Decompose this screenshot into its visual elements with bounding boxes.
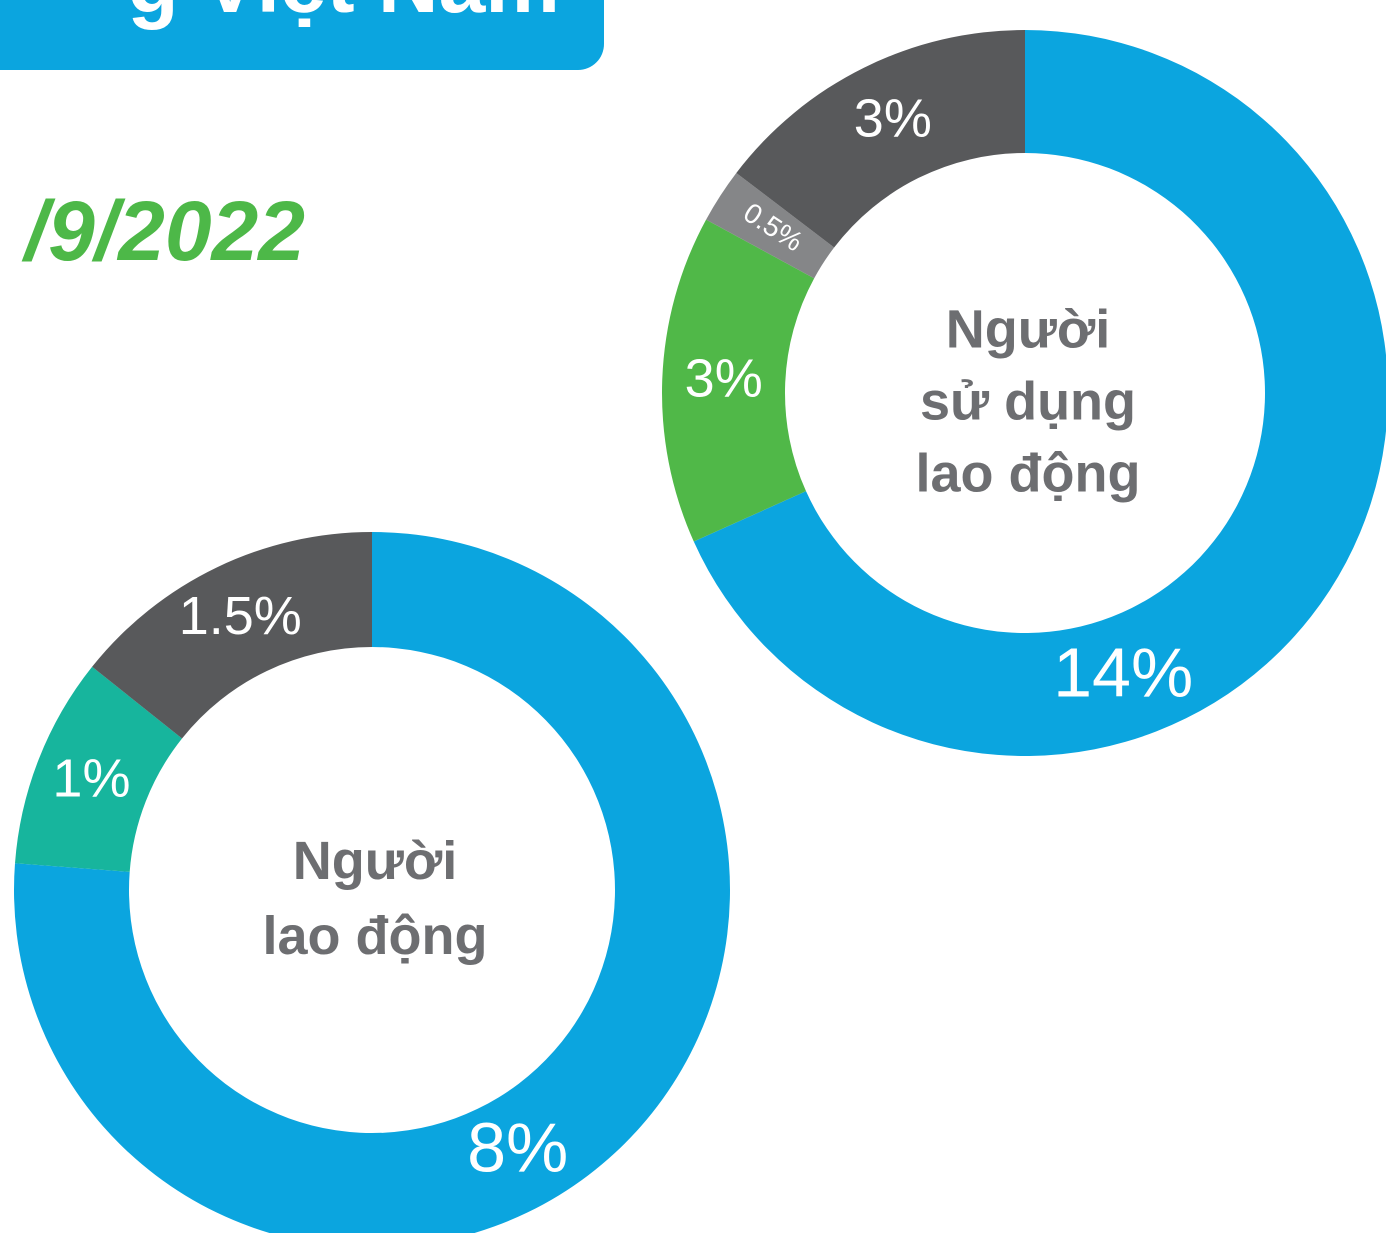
title: g Việt Nam bbox=[127, 0, 560, 30]
donut-segment bbox=[14, 532, 730, 1233]
donut-segment bbox=[693, 30, 1386, 756]
center-label: lao động bbox=[916, 443, 1141, 503]
value-label: 8% bbox=[467, 1108, 568, 1186]
value-label: 3% bbox=[685, 349, 763, 409]
value-label: 14% bbox=[1053, 634, 1193, 712]
donut-segment bbox=[92, 532, 372, 739]
center-label: lao động bbox=[263, 906, 488, 966]
center-label: Người bbox=[946, 299, 1110, 359]
donut-segment bbox=[736, 30, 1025, 248]
date: /9/2022 bbox=[21, 184, 305, 278]
value-label: 3% bbox=[854, 88, 932, 148]
donut-segment bbox=[15, 666, 183, 872]
value-label: 1.5% bbox=[179, 586, 302, 646]
center-label: sử dụng bbox=[920, 371, 1136, 431]
title-banner bbox=[0, 0, 604, 70]
center-label: Người bbox=[293, 831, 457, 891]
donut-segment bbox=[706, 172, 835, 279]
value-label: 1% bbox=[52, 749, 130, 809]
donut-segment bbox=[662, 219, 815, 542]
